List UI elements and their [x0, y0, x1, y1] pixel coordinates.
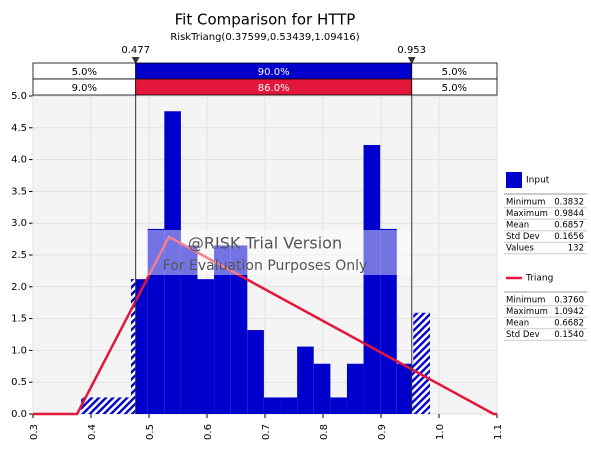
- stat-name: Values: [506, 244, 534, 254]
- bar: [330, 397, 347, 414]
- x-tick-label: 0.7: [261, 424, 272, 440]
- band-label: 5.0%: [442, 67, 467, 78]
- stat-value: 0.3760: [554, 296, 584, 306]
- x-tick-label: 0.9: [377, 424, 388, 440]
- y-tick-label: 2.5: [11, 250, 27, 261]
- y-tick-label: 2.0: [11, 282, 27, 293]
- stat-name: Mean: [506, 319, 529, 329]
- chart-subtitle: RiskTriang(0.37599,0.53439,1.09416): [170, 32, 359, 43]
- band-segment: [411, 78, 498, 96]
- bar-hatch: [131, 279, 136, 414]
- x-tick-label: 1.0: [435, 424, 446, 440]
- stat-value: 132: [568, 244, 584, 254]
- bar: [313, 363, 331, 414]
- bar: [363, 144, 381, 415]
- bar-hatch: [413, 312, 430, 414]
- bar: [180, 245, 198, 414]
- watermark: For Evaluation Purposes Only: [163, 258, 368, 274]
- x-tick-label: 0.8: [319, 424, 330, 440]
- bar: [247, 330, 264, 414]
- stat-name: Mean: [506, 221, 529, 231]
- bar: [297, 346, 314, 414]
- band-label: 9.0%: [72, 83, 97, 94]
- stat-value: 0.9844: [554, 209, 584, 219]
- x-tick-label: 0.3: [29, 424, 40, 440]
- watermark-band: [135, 230, 412, 275]
- delimiter-marker: [131, 57, 140, 64]
- stat-value: 0.6682: [554, 319, 584, 329]
- band-label: 5.0%: [72, 67, 97, 78]
- bar: [230, 245, 248, 414]
- x-tick-label: 1.1: [493, 424, 504, 440]
- stat-value: 0.6857: [554, 221, 584, 231]
- bar-hatch: [97, 397, 115, 414]
- y-tick-label: 1.5: [11, 314, 27, 325]
- stat-value: 0.3832: [554, 198, 584, 208]
- bar: [280, 397, 298, 414]
- bar-hatch: [81, 397, 98, 414]
- y-tick-label: 5.0: [11, 91, 27, 102]
- bar: [164, 111, 181, 414]
- legend-label: Input: [526, 176, 550, 186]
- bar: [396, 363, 414, 414]
- stat-name: Minimum: [506, 198, 545, 208]
- bar-hatch: [114, 397, 132, 414]
- bar: [380, 228, 397, 414]
- stat-value: 1.0942: [554, 307, 584, 317]
- y-tick-label: 3.0: [11, 218, 27, 229]
- y-tick-label: 4.5: [11, 123, 27, 134]
- bar: [346, 363, 364, 414]
- bar-hatch: [411, 363, 414, 414]
- x-tick-label: 0.6: [203, 424, 214, 440]
- y-tick-label: 1.0: [11, 345, 27, 356]
- band-label: 90.0%: [258, 67, 290, 78]
- watermark: @RISK Trial Version: [188, 234, 342, 253]
- fit-line: [33, 235, 497, 416]
- y-tick-label: 0.0: [11, 409, 27, 420]
- x-tick-label: 0.5: [145, 424, 156, 440]
- stat-name: Maximum: [506, 307, 548, 317]
- x-tick-label: 0.4: [87, 424, 98, 440]
- band-label: 5.0%: [442, 83, 467, 94]
- bar: [214, 245, 231, 414]
- stat-value: 0.1540: [554, 330, 584, 340]
- legend-swatch: [506, 172, 522, 188]
- band-label: 86.0%: [258, 83, 290, 94]
- stat-name: Minimum: [506, 296, 545, 306]
- bar: [263, 397, 281, 414]
- delimiter-marker: [407, 57, 416, 64]
- y-tick-label: 4.0: [11, 155, 27, 166]
- legend-label: Triang: [525, 274, 553, 284]
- stat-name: Std Dev: [506, 232, 540, 242]
- bar: [197, 279, 215, 414]
- y-tick-label: 3.5: [11, 186, 27, 197]
- delimiter-label: 0.953: [397, 45, 426, 56]
- stat-name: Maximum: [506, 209, 548, 219]
- bar: [147, 228, 165, 414]
- y-tick-label: 0.5: [11, 377, 27, 388]
- delimiter-label: 0.477: [121, 45, 150, 56]
- chart-title: Fit Comparison for HTTP: [175, 11, 356, 29]
- stat-value: 0.1656: [554, 232, 584, 242]
- stat-name: Std Dev: [506, 330, 540, 340]
